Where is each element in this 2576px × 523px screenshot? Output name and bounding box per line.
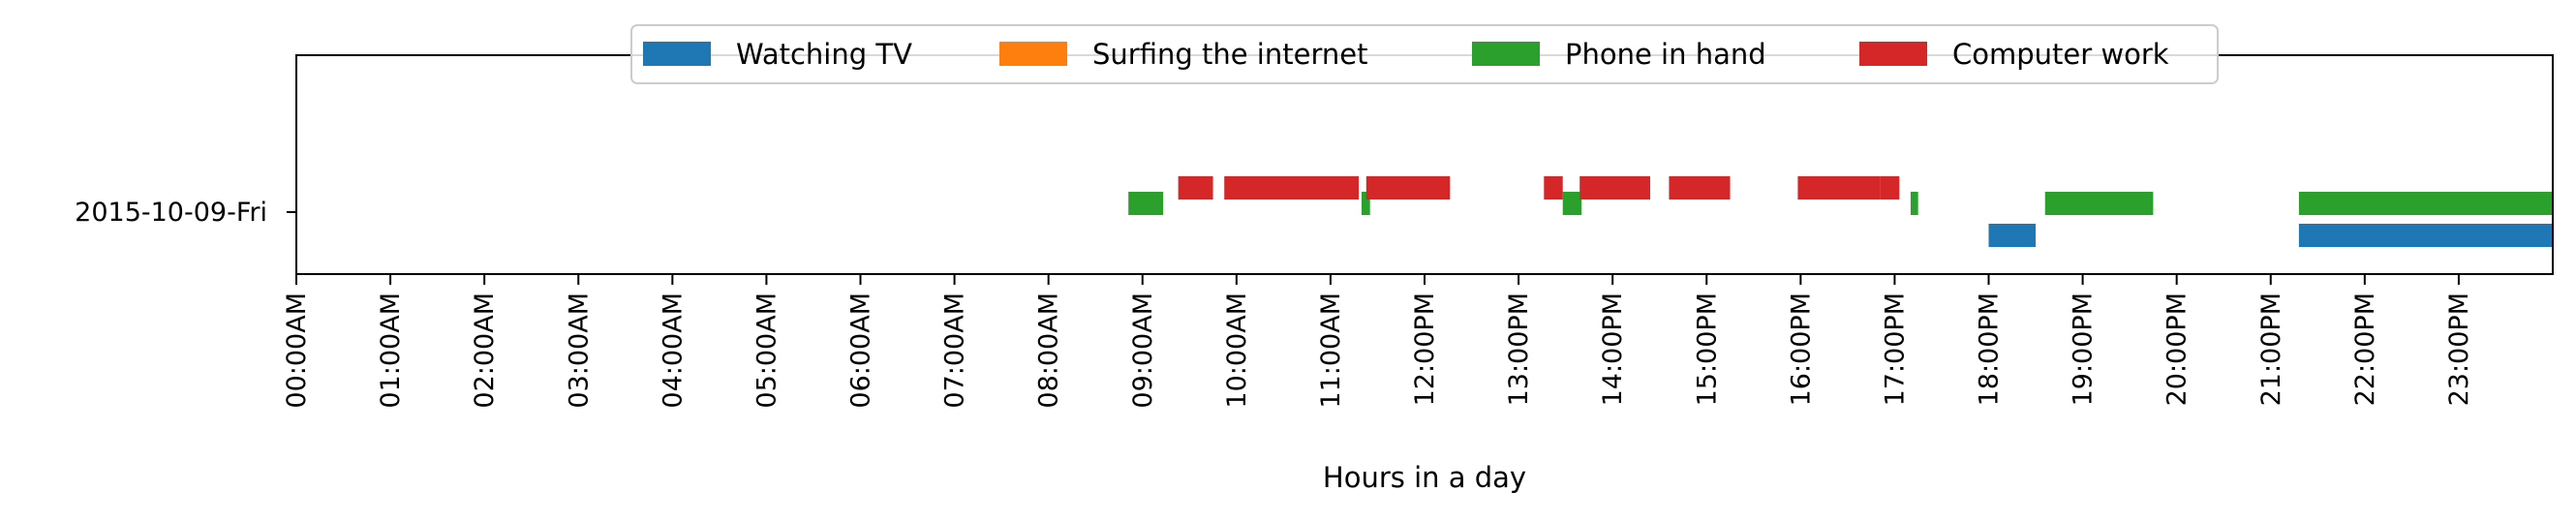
legend-items: Watching TV Surfing the internet Phone in … (643, 38, 2169, 71)
bar-computer-work (1544, 176, 1563, 200)
x-tick-label: 12:00PM (1410, 292, 1440, 406)
legend-label: Phone in hand (1565, 38, 1766, 71)
bar-phone-in-hand (1361, 192, 1370, 215)
x-tick-label: 00:00AM (282, 292, 312, 409)
legend: Watching TV Surfing the internet Phone in … (630, 24, 2219, 84)
bar-computer-work (1880, 176, 1900, 200)
x-tick-label: 16:00PM (1786, 292, 1816, 406)
x-tick-label: 03:00AM (564, 292, 594, 409)
x-tick-label: 08:00AM (1034, 292, 1064, 409)
x-tick-label: 13:00PM (1504, 292, 1534, 406)
bar-watching-tv (2298, 224, 2553, 247)
x-tick-label: 21:00PM (2256, 292, 2286, 406)
x-tick-label: 07:00AM (940, 292, 970, 409)
bar-computer-work (1178, 176, 1213, 200)
x-tick-label: 01:00AM (376, 292, 406, 409)
x-tick-label: 15:00PM (1692, 292, 1722, 406)
x-tick-label: 23:00PM (2444, 292, 2474, 406)
bar-computer-work (1365, 176, 1451, 200)
bar-phone-in-hand (2298, 192, 2553, 215)
bar-computer-work (1579, 176, 1650, 200)
x-tick-label: 18:00PM (1975, 292, 2005, 406)
x-tick-label: 05:00AM (751, 292, 782, 409)
legend-label: Computer work (1952, 38, 2169, 71)
bar-computer-work (1797, 176, 1881, 200)
y-tick-label: 2015-10-09-Fri (75, 198, 267, 228)
x-tick-label: 22:00PM (2350, 292, 2380, 406)
x-axis-ticks: 00:00AM 01:00AM 02:00AM 03:00AM 04:00AM 05:00… (282, 274, 2474, 409)
x-tick-label: 19:00PM (2069, 292, 2099, 406)
x-tick-label: 06:00AM (846, 292, 876, 409)
bar-computer-work (1669, 176, 1731, 200)
legend-label: Watching TV (736, 38, 912, 71)
legend-swatch (1472, 42, 1540, 66)
x-tick-label: 10:00AM (1222, 292, 1252, 409)
bar-computer-work (1224, 176, 1360, 200)
legend-swatch (1859, 42, 1927, 66)
bar-watching-tv (1988, 224, 2037, 247)
bar-phone-in-hand (1128, 192, 1164, 215)
x-tick-label: 14:00PM (1598, 292, 1628, 406)
x-tick-label: 11:00AM (1316, 292, 1346, 409)
legend-swatch (643, 42, 711, 66)
x-tick-label: 09:00AM (1128, 292, 1158, 409)
bar-phone-in-hand (1562, 192, 1582, 215)
x-tick-label: 02:00AM (470, 292, 500, 409)
x-axis-label: Hours in a day (1323, 461, 1526, 494)
legend-swatch (999, 42, 1067, 66)
legend-label: Surfing the internet (1092, 38, 1367, 71)
x-tick-label: 20:00PM (2162, 292, 2193, 406)
plot-area (296, 55, 2553, 274)
legend-box (630, 24, 2219, 84)
bars-group (1128, 176, 2553, 247)
x-tick-label: 17:00PM (1880, 292, 1910, 406)
bar-phone-in-hand (1910, 192, 1918, 215)
bar-phone-in-hand (2044, 192, 2154, 215)
x-tick-label: 04:00AM (658, 292, 688, 409)
